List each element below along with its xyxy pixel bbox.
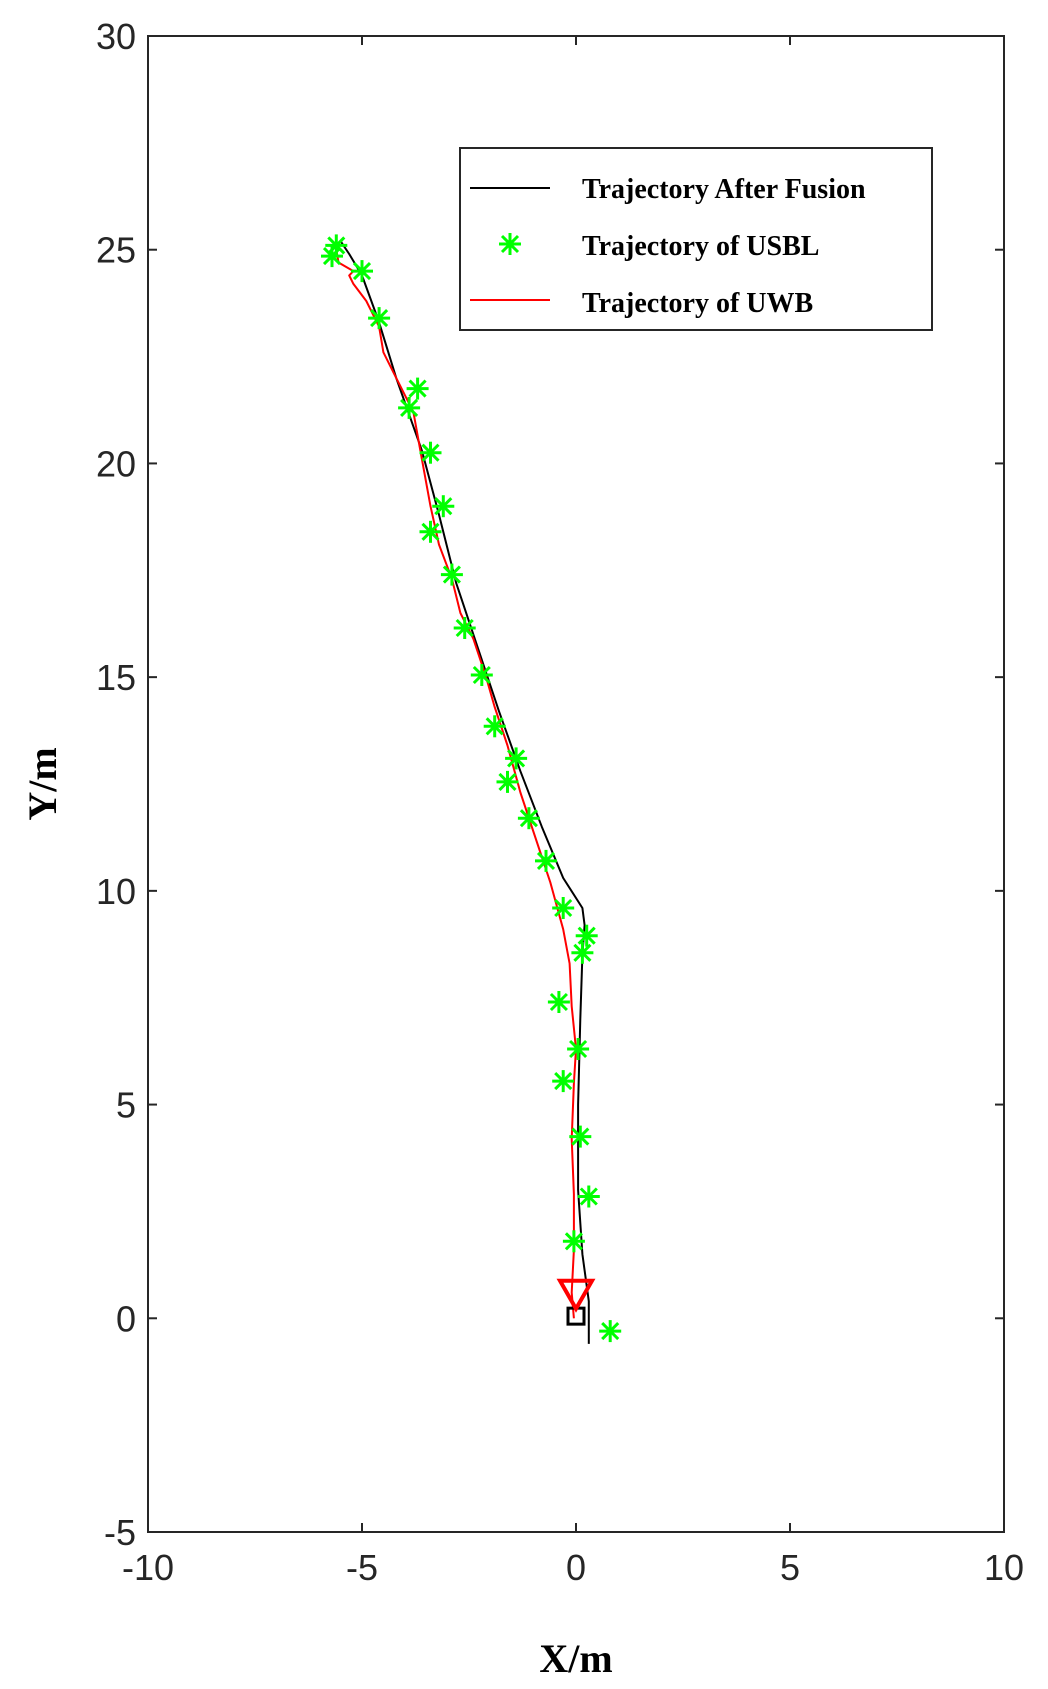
- usbl-point: [419, 520, 442, 543]
- legend-label-fusion: Trajectory After Fusion: [582, 174, 866, 205]
- usbl-point: [547, 991, 570, 1013]
- y-tick-label: 0: [116, 1298, 136, 1339]
- usbl-point: [351, 260, 373, 283]
- end-triangle-marker: [556, 1278, 596, 1313]
- usbl-point: [552, 1070, 575, 1093]
- usbl-point: [517, 807, 540, 830]
- usbl-point: [505, 747, 528, 770]
- usbl-point: [470, 664, 493, 686]
- y-tick-label: 25: [96, 230, 136, 271]
- usbl-point: [599, 1320, 622, 1343]
- usbl-point: [440, 563, 463, 586]
- y-tick-label: 20: [96, 443, 136, 484]
- x-tick-label: -5: [346, 1547, 378, 1588]
- x-tick-label: 5: [780, 1547, 800, 1588]
- series-line-0: [339, 240, 590, 1344]
- plot-markers: [321, 234, 622, 1343]
- legend: Trajectory After Fusion Trajectory of US…: [459, 147, 933, 331]
- usbl-point: [567, 1038, 590, 1060]
- legend-label-uwb: Trajectory of UWB: [582, 288, 813, 319]
- y-tick-label: -5: [104, 1512, 136, 1553]
- x-tick-label: 10: [984, 1547, 1024, 1588]
- y-axis-label: Y/m: [20, 747, 65, 820]
- usbl-point: [496, 770, 519, 793]
- usbl-point: [562, 1230, 585, 1253]
- usbl-point: [483, 715, 506, 738]
- usbl-point: [398, 396, 421, 419]
- usbl-point: [419, 441, 442, 464]
- usbl-point: [571, 941, 594, 964]
- usbl-point: [575, 924, 598, 947]
- usbl-point: [321, 245, 343, 268]
- series-line-2: [335, 249, 577, 1319]
- y-tick-label: 5: [116, 1085, 136, 1126]
- usbl-point: [535, 849, 557, 872]
- y-tick-label: 15: [96, 657, 136, 698]
- y-tick-label: 10: [96, 871, 136, 912]
- y-tick-label: 30: [96, 16, 136, 57]
- usbl-point: [406, 377, 429, 400]
- x-tick-label: -10: [122, 1547, 174, 1588]
- usbl-point: [432, 495, 455, 518]
- legend-marker-usbl: [499, 233, 521, 255]
- usbl-point: [552, 897, 575, 919]
- x-tick-label: 0: [566, 1547, 586, 1588]
- legend-label-usbl: Trajectory of USBL: [582, 231, 819, 262]
- plot-lines: [335, 240, 590, 1344]
- usbl-point: [368, 307, 391, 330]
- usbl-point: [577, 1185, 600, 1208]
- usbl-point: [453, 617, 476, 639]
- x-axis-label: X/m: [539, 1636, 612, 1681]
- usbl-point: [569, 1125, 592, 1148]
